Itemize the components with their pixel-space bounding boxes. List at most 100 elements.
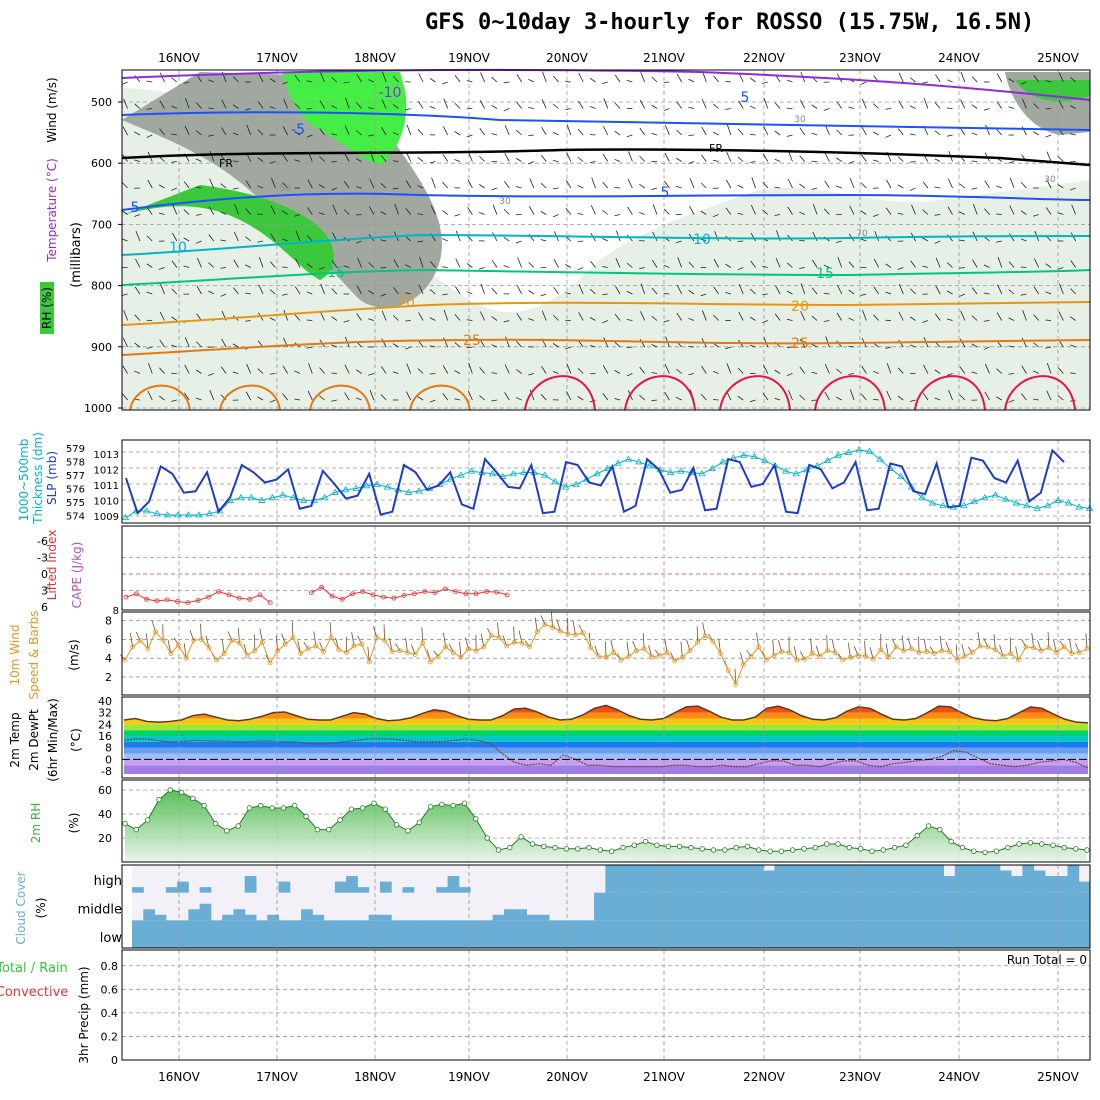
wind-speed-point bbox=[1031, 645, 1036, 651]
wind-barb bbox=[356, 102, 362, 109]
cloud-cell bbox=[571, 920, 584, 948]
wind-barb bbox=[763, 337, 769, 348]
wind-barb bbox=[553, 314, 559, 321]
lifted-index-point bbox=[401, 593, 407, 598]
wind-barb bbox=[749, 133, 756, 136]
wind-barb bbox=[860, 182, 867, 189]
wind-tick-label: 4 bbox=[105, 652, 112, 665]
lifted-index-point bbox=[226, 592, 232, 598]
wind-barb bbox=[1021, 337, 1027, 348]
rh2m-panel bbox=[121, 779, 1091, 863]
wind-barb bbox=[973, 203, 978, 215]
wind-speed-point bbox=[168, 651, 174, 656]
thickness-point bbox=[541, 471, 549, 478]
lifted-index-point bbox=[504, 592, 510, 598]
wind-barb bbox=[381, 310, 387, 321]
rh-point bbox=[937, 826, 943, 833]
rh-point bbox=[1050, 842, 1056, 848]
wind-barb bbox=[640, 283, 646, 295]
wind-barb bbox=[429, 345, 436, 348]
lifted-index-point bbox=[329, 593, 335, 599]
wind-barb bbox=[800, 310, 806, 321]
wind-barb bbox=[429, 399, 436, 403]
wind-barb bbox=[491, 76, 498, 83]
wind-barb bbox=[380, 239, 387, 242]
wind-barb bbox=[158, 156, 165, 162]
temp-tick-label: 16 bbox=[98, 730, 112, 743]
wind-barb bbox=[993, 634, 996, 650]
wind-barb bbox=[552, 214, 559, 218]
lifted-index-point bbox=[432, 590, 438, 596]
cloud-cell bbox=[751, 920, 764, 948]
wind-barb bbox=[541, 310, 547, 321]
thickness-point bbox=[635, 458, 643, 465]
cloud-cell bbox=[842, 892, 854, 921]
thickness-point bbox=[834, 451, 842, 458]
wind-barb bbox=[737, 367, 744, 374]
thickness-point bbox=[750, 452, 758, 460]
wind-barb bbox=[800, 283, 806, 295]
wind-barb bbox=[294, 103, 301, 109]
wind-barb bbox=[946, 373, 953, 376]
wind-barb bbox=[504, 125, 510, 136]
wind-speed-point bbox=[359, 641, 365, 647]
wind-speed-point bbox=[1061, 644, 1067, 650]
thickness-point bbox=[352, 484, 360, 491]
wind-barb bbox=[725, 263, 732, 268]
wind-barb bbox=[750, 288, 756, 295]
wind-speed-point bbox=[122, 657, 128, 663]
cloud-cell bbox=[796, 920, 809, 948]
lifted-tick-label: 6 bbox=[41, 601, 48, 614]
rh-point bbox=[258, 802, 264, 809]
wind-barb bbox=[750, 260, 756, 268]
cloud-cell bbox=[684, 865, 697, 893]
isotherm-30 bbox=[1004, 375, 1076, 411]
wind-barb bbox=[848, 317, 855, 321]
wind-speed-point bbox=[565, 631, 571, 637]
cloud-cell bbox=[763, 870, 775, 893]
cloud-cell bbox=[763, 892, 775, 921]
thickness-point bbox=[184, 511, 193, 518]
wind-barb bbox=[700, 182, 707, 189]
isotherm-label: 20 bbox=[397, 295, 415, 311]
cloud-cell bbox=[425, 920, 437, 948]
wind-speed-point bbox=[1038, 648, 1044, 654]
wind-speed-point bbox=[840, 657, 846, 663]
wind-barb bbox=[120, 654, 126, 661]
wind-speed-point bbox=[305, 646, 311, 652]
wind-barb bbox=[281, 293, 288, 296]
wind-speed-point bbox=[374, 635, 380, 640]
y-axis-label: Total / Rain bbox=[0, 961, 68, 976]
wind-barb bbox=[577, 267, 584, 271]
wind-barb bbox=[922, 392, 929, 401]
rh-point bbox=[133, 826, 140, 833]
wind-barb bbox=[146, 207, 153, 215]
lifted-index-point bbox=[267, 600, 273, 605]
wind-barb bbox=[713, 103, 719, 109]
wind-speed-point bbox=[130, 644, 136, 650]
y-axis-label: Thickness (dm) bbox=[31, 432, 45, 525]
wind-barb bbox=[332, 204, 338, 215]
cloud-cell bbox=[379, 914, 392, 921]
wind-barb bbox=[922, 265, 929, 268]
rh-point bbox=[518, 834, 524, 840]
rh-point bbox=[903, 842, 909, 848]
rh-point bbox=[993, 848, 1000, 854]
wind-barb bbox=[270, 205, 276, 215]
wind-barb bbox=[1033, 398, 1039, 401]
wind-barb bbox=[528, 318, 535, 321]
wind-barb bbox=[577, 396, 584, 401]
cloud-cell bbox=[515, 909, 527, 921]
cloud-cell bbox=[887, 920, 899, 948]
lifted-index-point bbox=[185, 600, 191, 605]
thickness-point bbox=[457, 471, 465, 478]
wind-barb bbox=[786, 318, 793, 321]
date-label-top: 20NOV bbox=[546, 51, 588, 65]
wind-barb bbox=[479, 155, 485, 162]
wind-barb bbox=[897, 267, 904, 270]
wind-barb bbox=[626, 262, 633, 268]
cape-tick-label: 8 bbox=[113, 606, 119, 617]
cloud-cell bbox=[887, 892, 899, 921]
wind-barb bbox=[331, 288, 338, 295]
wind-barb bbox=[872, 159, 879, 162]
